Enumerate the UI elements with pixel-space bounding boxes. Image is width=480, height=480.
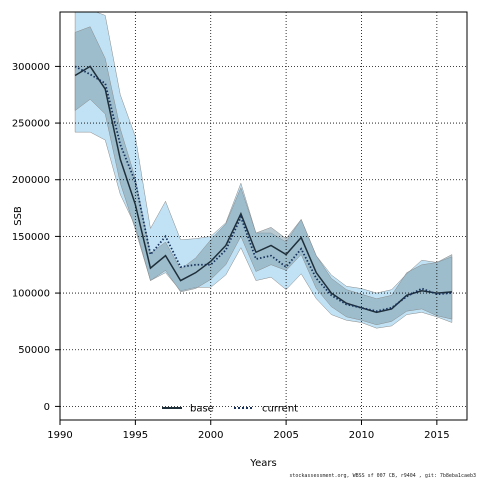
y-tick-label: 300000 [12,62,50,73]
current-confidence-band [74,12,453,329]
plot-frame [59,11,468,421]
footnote: stockassessment.org, WBSS sf 007 CB, r94… [289,473,476,479]
x-tick-label: 1995 [123,430,148,441]
current-line [74,65,452,313]
base-legend-label: base [190,404,214,415]
x-tick-label: 1990 [47,430,72,441]
x-tick-label: 2000 [198,430,223,441]
y-axis-title: SSB [13,206,24,226]
confidence-bands [74,12,453,329]
y-tick-label: 200000 [12,175,50,186]
series-lines [74,65,452,314]
base-confidence-band [74,26,453,326]
grid-lines [59,12,467,420]
x-tick-label: 2015 [424,430,449,441]
y-tick-label: 0 [44,402,50,413]
y-tick-label: 150000 [12,232,50,243]
x-tick-label: 2005 [273,430,298,441]
legend: base current [162,404,298,415]
x-tick-label: 2010 [349,430,374,441]
y-axis-ticks: 0 50000 100000 150000 200000 250000 300000 [12,62,60,413]
x-axis-ticks: 1990 1995 2000 2005 2010 2015 [47,420,450,441]
x-axis-title: Years [249,458,276,469]
y-tick-label: 50000 [18,345,50,356]
y-tick-label: 100000 [12,289,50,300]
base-line [74,65,452,314]
y-tick-label: 250000 [12,119,50,130]
current-legend-label: current [262,404,298,415]
